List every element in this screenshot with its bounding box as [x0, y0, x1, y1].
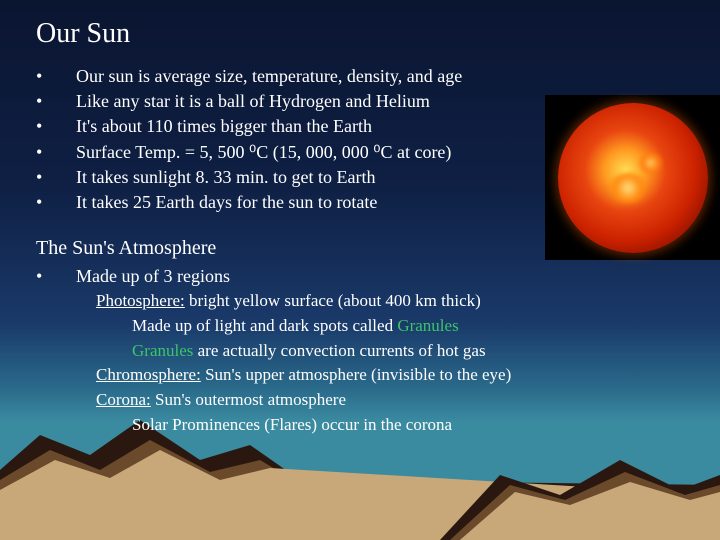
photosphere-desc: bright yellow surface (about 400 km thic…: [189, 291, 481, 310]
page-title: Our Sun: [36, 18, 684, 50]
corona-label: Corona:: [96, 390, 151, 409]
bullet-item: Our sun is average size, temperature, de…: [36, 64, 684, 89]
photosphere-line: Photosphere: bright yellow surface (abou…: [36, 289, 684, 314]
corona-line: Corona: Sun's outermost atmosphere: [36, 388, 684, 413]
photosphere-sub1-pre: Made up of light and dark spots called: [132, 316, 397, 335]
granules-term: Granules: [132, 341, 193, 360]
chromosphere-label: Chromosphere:: [96, 365, 201, 384]
corona-sub: Solar Prominences (Flares) occur in the …: [36, 413, 684, 438]
photosphere-sub2: Granules are actually convection current…: [36, 339, 684, 364]
photosphere-sub2-post: are actually convection currents of hot …: [193, 341, 485, 360]
photosphere-label: Photosphere:: [96, 291, 185, 310]
photosphere-sub1: Made up of light and dark spots called G…: [36, 314, 684, 339]
slide-content: Our Sun Our sun is average size, tempera…: [0, 0, 720, 540]
chromosphere-line: Chromosphere: Sun's upper atmosphere (in…: [36, 363, 684, 388]
granules-term: Granules: [397, 316, 458, 335]
sun-image: [545, 95, 720, 260]
chromosphere-desc: Sun's upper atmosphere (invisible to the…: [205, 365, 511, 384]
sun-disc: [558, 103, 708, 253]
section-intro-list: Made up of 3 regions: [36, 264, 684, 289]
section-intro: Made up of 3 regions: [36, 264, 684, 289]
corona-desc: Sun's outermost atmosphere: [155, 390, 346, 409]
